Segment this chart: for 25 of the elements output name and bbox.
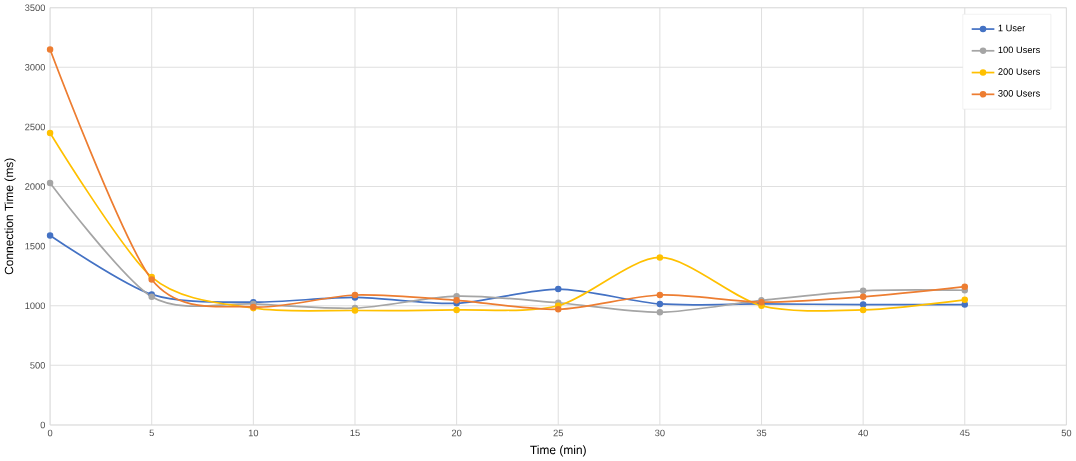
x-tick-label: 45 xyxy=(959,429,970,437)
legend-label: 100 Users xyxy=(998,46,1040,54)
legend-label: 1 User xyxy=(998,24,1026,32)
x-tick-label: 15 xyxy=(350,429,360,437)
y-tick-label: 2000 xyxy=(25,183,46,190)
legend-label: 200 Users xyxy=(998,68,1040,75)
legend-label: 300 Users xyxy=(998,90,1040,97)
y-tick-label: 1500 xyxy=(25,242,46,250)
y-tick-label: 500 xyxy=(30,362,46,369)
x-tick-label: 40 xyxy=(858,429,868,437)
x-tick-label: 20 xyxy=(451,429,462,437)
x-tick-label: 5 xyxy=(149,429,154,437)
x-tick-label: 50 xyxy=(1061,429,1072,437)
y-tick-label: 0 xyxy=(40,421,46,429)
x-axis-title: Time (min) xyxy=(530,445,586,457)
y-tick-label: 2500 xyxy=(25,123,46,131)
x-tick-label: 0 xyxy=(47,429,53,437)
x-tick-label: 10 xyxy=(248,429,259,437)
x-tick-label: 30 xyxy=(655,429,665,437)
y-tick-label: 1000 xyxy=(25,302,46,310)
y-tick-label: 3500 xyxy=(25,4,46,12)
y-axis-title: Connection Time (ms) xyxy=(4,158,16,275)
y-tick-label: 3000 xyxy=(25,64,46,71)
x-tick-label: 35 xyxy=(756,429,767,437)
x-tick-label: 25 xyxy=(553,429,564,437)
